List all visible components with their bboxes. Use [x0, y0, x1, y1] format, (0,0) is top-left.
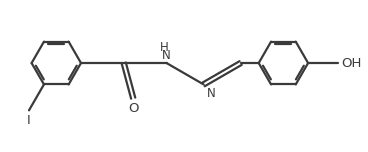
Text: I: I — [27, 114, 31, 127]
Text: O: O — [128, 102, 139, 115]
Text: N: N — [207, 86, 216, 100]
Text: H: H — [160, 41, 169, 54]
Text: OH: OH — [342, 57, 362, 69]
Text: N: N — [162, 49, 171, 62]
